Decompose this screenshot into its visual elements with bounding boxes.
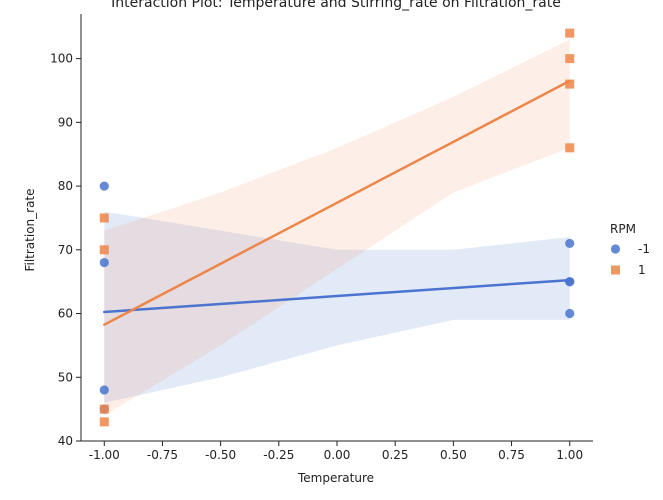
data-point-series-1: [565, 28, 575, 38]
data-point-series-1: [565, 143, 575, 153]
x-tick-label: -1.00: [89, 448, 120, 462]
data-point-series-0: [99, 181, 109, 191]
y-tick-label: 90: [58, 115, 73, 129]
data-point-series-0: [99, 385, 109, 395]
data-point-series-1: [99, 404, 109, 414]
x-tick-label: 0.75: [498, 448, 525, 462]
data-point-series-1: [99, 213, 109, 223]
y-ticks: 40 50 60 70 80 90 100: [50, 52, 81, 448]
legend-marker-square: [611, 265, 620, 275]
x-tick-label: 0.00: [324, 448, 351, 462]
legend-label: 1: [638, 263, 646, 277]
y-tick-label: 50: [58, 370, 73, 384]
chart-title: Interaction Plot: Temperature and Stirri…: [111, 0, 561, 11]
fit-line-series-0: [103, 278, 571, 314]
ci-band-series-1: [104, 39, 570, 416]
y-tick-label: 40: [58, 434, 73, 448]
y-tick-label: 70: [58, 243, 73, 257]
y-tick-label: 80: [58, 179, 73, 193]
data-point-series-0: [565, 308, 575, 319]
data-point-series-0: [99, 257, 109, 268]
data-point-series-1: [565, 54, 575, 64]
ci-band-series-0: [104, 211, 570, 403]
data-point-series-0: [565, 238, 575, 249]
legend: RPM -1 1: [610, 222, 650, 277]
x-tick-label: -0.25: [263, 448, 294, 462]
x-tick-label: -0.50: [205, 448, 236, 462]
x-tick-label: 0.25: [382, 448, 409, 462]
y-tick-label: 100: [50, 52, 73, 66]
x-ticks: -1.00 -0.75 -0.50 -0.25 0.00 0.25 0.50 0.75 1.00: [89, 441, 583, 462]
data-point-series-0: [565, 277, 575, 287]
legend-label: -1: [638, 242, 650, 256]
data-point-series-1: [99, 245, 109, 255]
x-axis-title: Temperature: [297, 471, 374, 485]
ci-band-layer: [104, 39, 570, 416]
x-tick-label: 0.50: [440, 448, 467, 462]
fit-line-series-1: [103, 79, 571, 326]
legend-marker-circle: [610, 244, 621, 254]
x-tick-label: 1.00: [556, 448, 583, 462]
fit-line-layer: [103, 79, 571, 326]
x-tick-label: -0.75: [147, 448, 178, 462]
y-tick-label: 60: [58, 307, 73, 321]
data-point-series-1: [99, 417, 109, 427]
y-axis-title: Filtration_rate: [23, 188, 37, 271]
data-point-series-1: [565, 79, 575, 89]
legend-title: RPM: [610, 222, 636, 236]
